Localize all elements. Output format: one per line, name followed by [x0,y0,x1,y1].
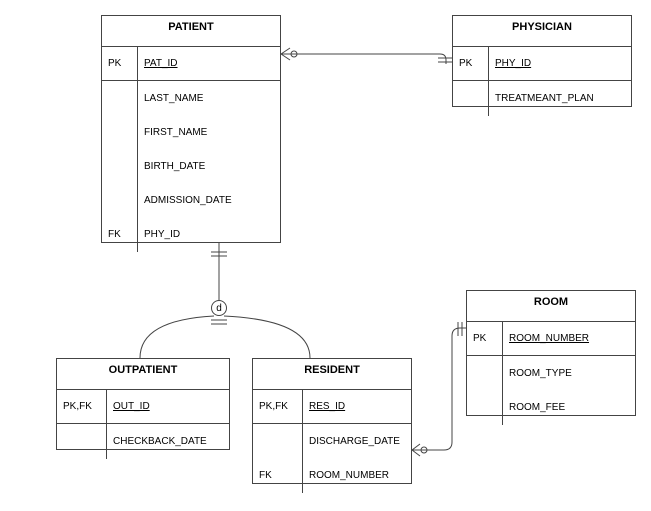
key-cell [102,149,137,183]
key-cell [57,424,106,458]
attr-cell: TREATMEANT_PLAN [489,81,631,115]
attr-cell: CHECKBACK_DATE [107,424,229,458]
attr-cell: LAST_NAME [138,81,280,115]
key-cell [102,81,137,115]
key-cell [467,390,502,424]
attr-cell: PAT_ID [138,47,280,81]
entity-resident: RESIDENTPK,FKFKRES_IDDISCHARGE_DATEROOM_… [252,358,412,484]
key-cell [102,183,137,217]
attr-cell: DISCHARGE_DATE [303,424,411,458]
entity-patient: PATIENTPKFKPAT_IDLAST_NAMEFIRST_NAMEBIRT… [101,15,281,243]
entity-title: PATIENT [102,16,280,47]
key-cell [253,424,302,458]
entity-title: ROOM [467,291,635,322]
entity-room: ROOMPKROOM_NUMBERROOM_TYPEROOM_FEE [466,290,636,416]
attr-cell: ROOM_NUMBER [303,458,411,492]
attr-cell: RES_ID [303,390,411,424]
attr-cell: ROOM_TYPE [503,356,635,390]
entity-outpatient: OUTPATIENTPK,FKOUT_IDCHECKBACK_DATE [56,358,230,450]
specialization-d: d [211,300,227,316]
entity-physician: PHYSICIANPKPHY_IDTREATMEANT_PLAN [452,15,632,107]
attr-cell: PHY_ID [489,47,631,81]
er-diagram-canvas: PATIENTPKFKPAT_IDLAST_NAMEFIRST_NAMEBIRT… [0,0,651,511]
key-cell [467,356,502,390]
entity-title: RESIDENT [253,359,411,390]
attr-cell: ADMISSION_DATE [138,183,280,217]
attr-cell: FIRST_NAME [138,115,280,149]
key-cell: PK [467,322,502,356]
attr-cell: OUT_ID [107,390,229,424]
key-cell [102,115,137,149]
key-cell: FK [102,217,137,251]
attr-cell: BIRTH_DATE [138,149,280,183]
key-cell [453,81,488,115]
entity-title: OUTPATIENT [57,359,229,390]
attr-cell: ROOM_FEE [503,390,635,424]
key-cell: PK,FK [253,390,302,424]
entity-title: PHYSICIAN [453,16,631,47]
key-cell: PK [453,47,488,81]
attr-cell: PHY_ID [138,217,280,251]
key-cell: FK [253,458,302,492]
key-cell: PK [102,47,137,81]
attr-cell: ROOM_NUMBER [503,322,635,356]
key-cell: PK,FK [57,390,106,424]
